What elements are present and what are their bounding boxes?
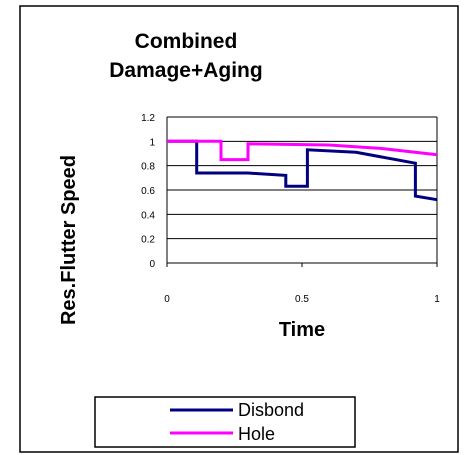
y-tick-label-3: 0.6 xyxy=(141,186,155,197)
series-line-disbond xyxy=(167,139,438,202)
plot-area: 0 0.2 0.4 0.6 0.8 1 1.2 0 0.5 1 xyxy=(141,113,440,305)
chart-title-line-1: Combined xyxy=(135,30,238,53)
y-tick-label-5: 1 xyxy=(149,137,155,148)
x-tick-label-2: 1 xyxy=(434,294,440,305)
y-tick-label-4: 0.8 xyxy=(141,162,155,173)
y-tick-label-1: 0.2 xyxy=(141,235,155,246)
legend-box xyxy=(94,396,356,448)
chart-frame xyxy=(19,5,459,453)
y-tick-label-2: 0.4 xyxy=(141,210,155,221)
x-axis-label: Time xyxy=(279,319,325,341)
legend: Disbond Hole xyxy=(94,396,356,448)
y-tick-label-6: 1.2 xyxy=(141,113,155,124)
y-axis-label: Res.Flutter Speed xyxy=(58,155,80,325)
y-tick-label-0: 0 xyxy=(149,259,155,270)
x-tick-label-0: 0 xyxy=(164,294,170,305)
series-line-hole xyxy=(167,139,438,162)
chart-title-line-2: Damage+Aging xyxy=(109,59,262,82)
x-tick-label-1: 0.5 xyxy=(295,294,309,305)
legend-label-hole: Hole xyxy=(238,424,275,444)
legend-label-disbond: Disbond xyxy=(238,400,304,420)
